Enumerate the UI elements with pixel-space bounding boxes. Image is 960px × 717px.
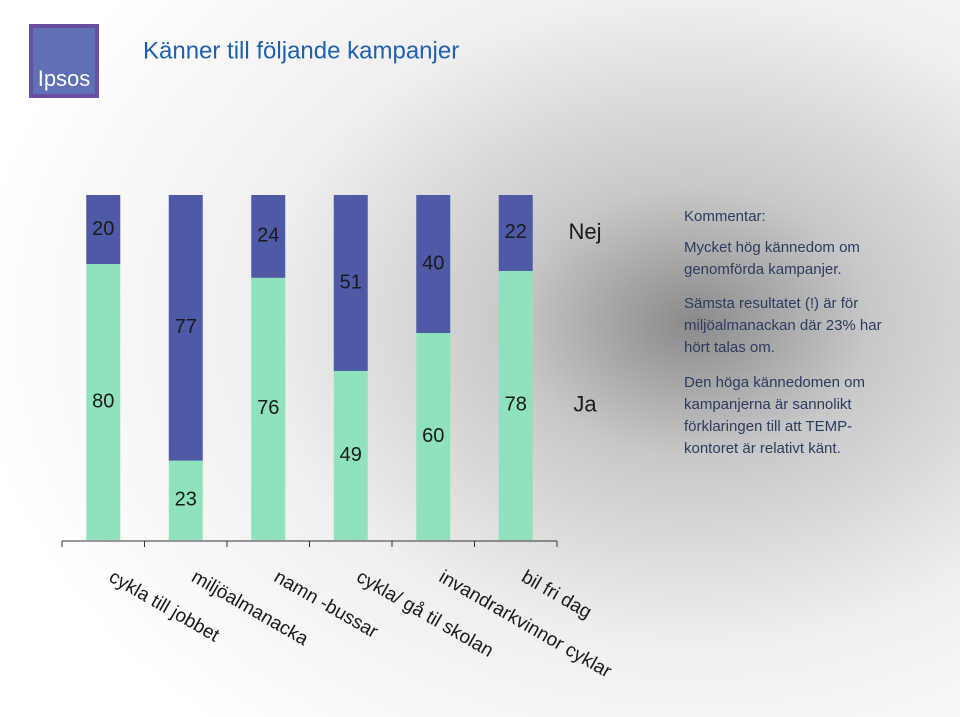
bar-segment	[251, 277, 286, 540]
comment-line: kampanjerna är sannolikt	[684, 396, 852, 413]
chart-title: Känner till följande kampanjer	[143, 37, 459, 64]
comment-line: Mycket hög kännedom om	[684, 239, 860, 256]
series-label: Nej	[568, 219, 601, 244]
value-label: 22	[505, 221, 527, 243]
comment-line: Sämsta resultatet (!) är för	[684, 295, 858, 312]
comment-line: Den höga kännedomen om	[684, 374, 865, 391]
bar-segment	[498, 195, 533, 271]
bar-segment	[416, 333, 451, 540]
bar-segment	[86, 195, 121, 264]
comment-line: genomförda kampanjer.	[684, 261, 842, 278]
series-label: Ja	[573, 391, 597, 416]
comment-line: hört talas om.	[684, 339, 775, 356]
comment-line: kontoret är relativt känt.	[684, 440, 841, 457]
value-label: 77	[175, 316, 197, 338]
bar-segment	[86, 264, 121, 540]
bar-segment	[168, 195, 203, 461]
bar-segment	[416, 195, 451, 333]
value-label: 51	[340, 271, 362, 293]
bar-segment	[168, 460, 203, 540]
value-label: 76	[257, 397, 279, 419]
value-label: 60	[422, 425, 444, 447]
value-label: 78	[505, 394, 527, 416]
value-label: 49	[340, 444, 362, 466]
comment-line: förklaringen till att TEMP-	[684, 418, 852, 435]
bar-segment	[498, 270, 533, 540]
value-label: 40	[422, 252, 444, 274]
logo-inner	[33, 28, 95, 94]
value-label: 23	[175, 489, 197, 511]
bar-segment	[333, 370, 368, 540]
comment-line: miljöalmanackan där 23% har	[684, 317, 882, 334]
logo-text: Ipsos	[38, 66, 91, 91]
bar-segment	[251, 195, 286, 278]
comment-heading: Kommentar:	[684, 208, 766, 225]
value-label: 24	[257, 225, 279, 247]
value-label: 20	[92, 218, 114, 240]
bar-segment	[333, 195, 368, 371]
value-label: 80	[92, 390, 114, 412]
